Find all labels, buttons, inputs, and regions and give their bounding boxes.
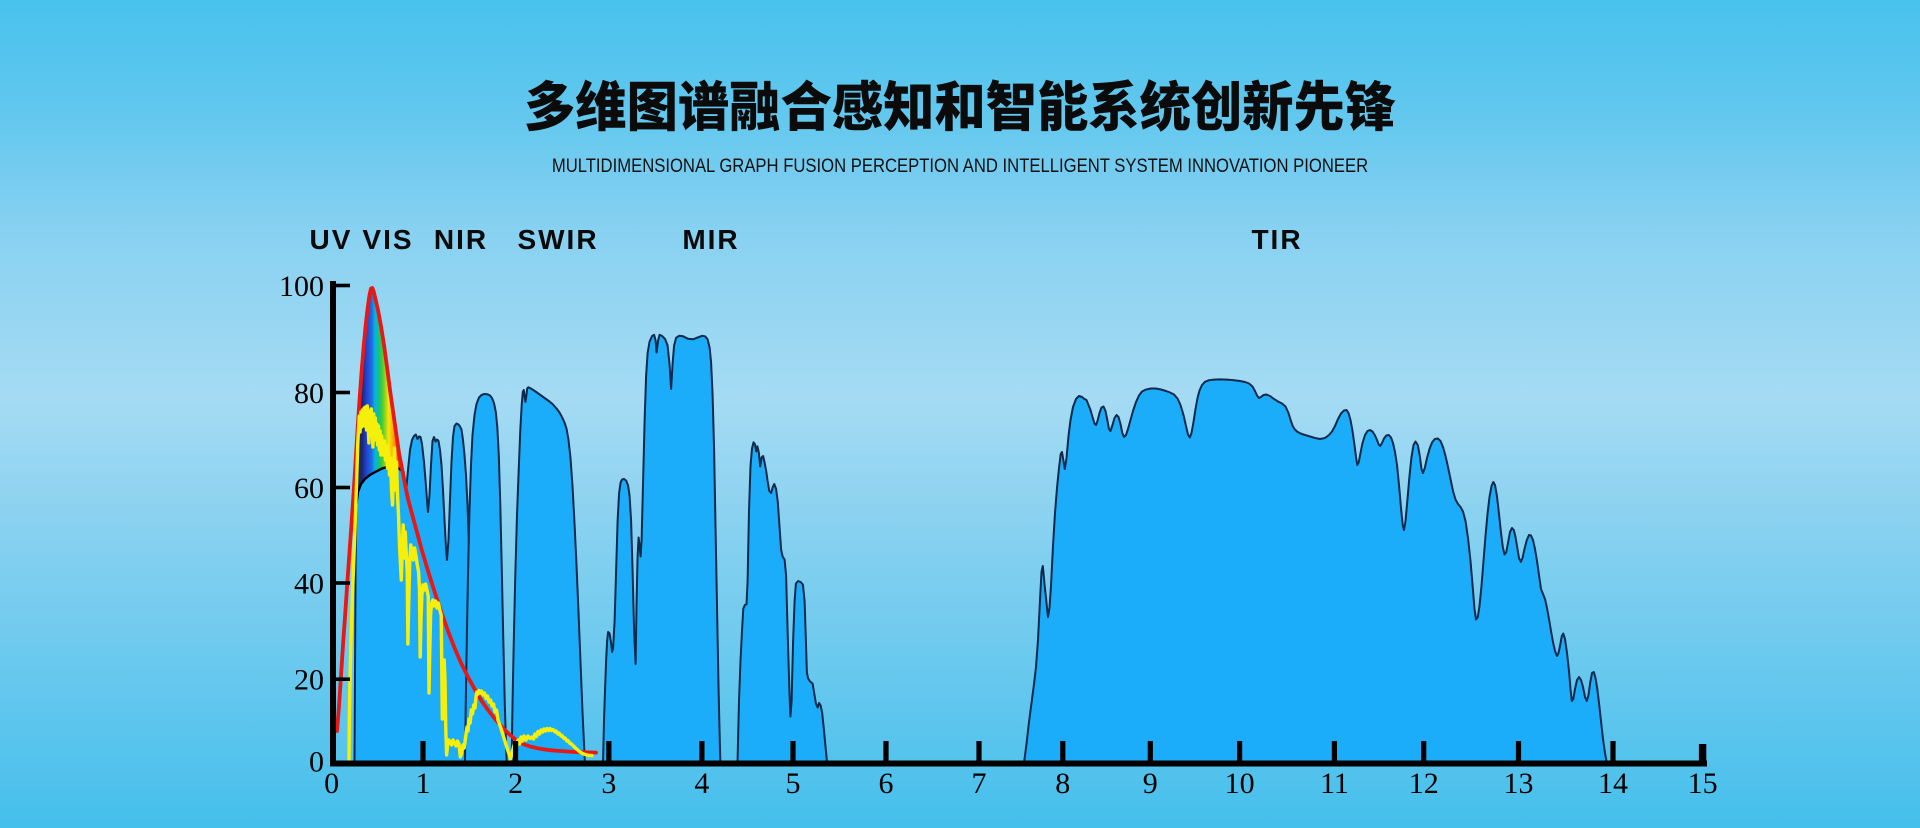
svg-text:7: 7: [972, 767, 987, 800]
svg-text:80: 80: [294, 377, 324, 410]
svg-text:15: 15: [1688, 767, 1718, 800]
svg-text:6: 6: [879, 767, 894, 800]
svg-text:10: 10: [1225, 767, 1255, 800]
svg-text:40: 40: [294, 568, 324, 601]
svg-text:14: 14: [1598, 767, 1628, 800]
svg-text:2: 2: [508, 767, 523, 800]
svg-text:1: 1: [416, 767, 431, 800]
svg-text:60: 60: [294, 472, 324, 505]
svg-text:0: 0: [309, 746, 324, 779]
svg-text:11: 11: [1320, 767, 1349, 800]
svg-text:9: 9: [1143, 767, 1158, 800]
svg-text:VIS: VIS: [362, 224, 413, 255]
svg-text:UV: UV: [310, 224, 353, 255]
svg-text:0: 0: [324, 767, 339, 800]
svg-text:100: 100: [279, 270, 324, 303]
svg-text:8: 8: [1055, 767, 1070, 800]
svg-text:4: 4: [694, 767, 709, 800]
svg-text:3: 3: [601, 767, 616, 800]
svg-text:5: 5: [786, 767, 801, 800]
svg-text:13: 13: [1504, 767, 1534, 800]
svg-text:NIR: NIR: [434, 224, 488, 255]
svg-text:SWIR: SWIR: [517, 224, 598, 255]
svg-text:TIR: TIR: [1251, 224, 1302, 255]
svg-text:20: 20: [294, 664, 324, 697]
svg-text:MIR: MIR: [682, 224, 739, 255]
svg-text:MULTIDIMENSIONAL GRAPH FUSION: MULTIDIMENSIONAL GRAPH FUSION PERCEPTION…: [552, 155, 1368, 176]
svg-text:12: 12: [1409, 767, 1439, 800]
